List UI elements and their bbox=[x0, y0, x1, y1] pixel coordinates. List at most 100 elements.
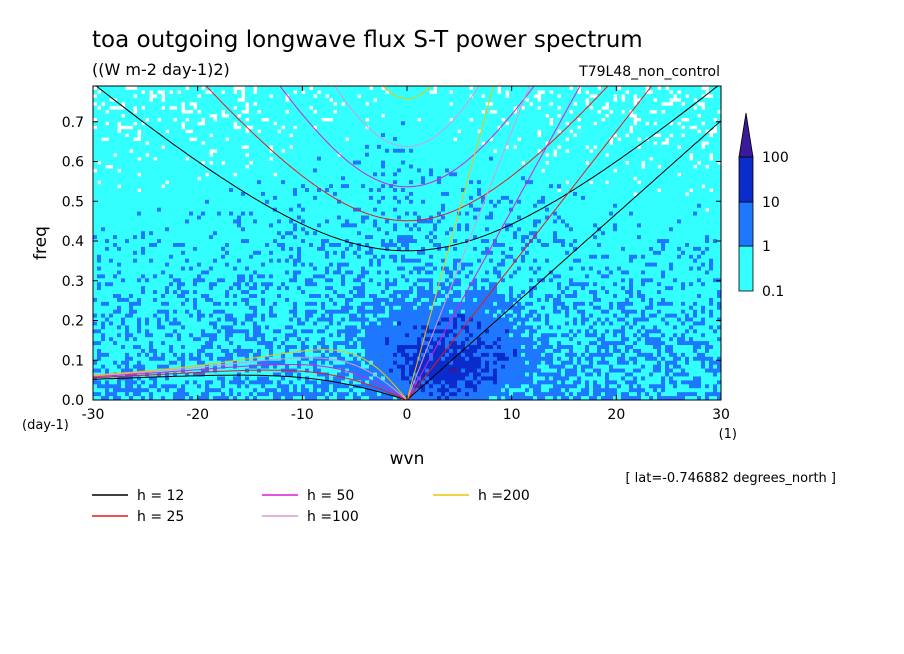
power-cell bbox=[265, 160, 270, 166]
power-cell bbox=[381, 199, 386, 205]
power-cell bbox=[589, 121, 594, 126]
power-cell bbox=[677, 137, 682, 142]
power-cell bbox=[105, 97, 110, 103]
power-cell bbox=[273, 188, 278, 193]
power-cell bbox=[221, 168, 226, 173]
power-cell bbox=[621, 89, 626, 95]
power-cell bbox=[469, 199, 474, 205]
power-cell bbox=[649, 86, 654, 91]
power-cell bbox=[245, 133, 250, 138]
power-cell bbox=[461, 207, 466, 213]
power-cell bbox=[277, 109, 282, 115]
power-cell bbox=[201, 89, 206, 95]
power-cell bbox=[277, 137, 282, 142]
power-cell bbox=[229, 199, 234, 205]
power-cell bbox=[377, 184, 382, 189]
power-cell bbox=[629, 121, 634, 126]
power-cell bbox=[253, 199, 258, 205]
power-cell bbox=[133, 148, 138, 154]
power-cell bbox=[629, 184, 634, 189]
power-cell bbox=[473, 152, 478, 158]
power-cell bbox=[421, 164, 426, 170]
power-cell bbox=[257, 144, 262, 150]
power-cell bbox=[201, 219, 206, 224]
power-cell bbox=[129, 195, 134, 201]
power-cell bbox=[505, 148, 510, 154]
power-cell bbox=[533, 195, 538, 201]
power-cell bbox=[653, 160, 658, 166]
power-cell bbox=[689, 180, 694, 185]
power-cell bbox=[105, 160, 110, 166]
power-cell bbox=[121, 97, 126, 103]
power-cell bbox=[349, 160, 354, 166]
power-cell bbox=[517, 140, 522, 146]
power-cell bbox=[541, 113, 546, 118]
power-cell bbox=[541, 140, 546, 146]
power-cell bbox=[137, 105, 142, 111]
power-cell bbox=[349, 129, 354, 134]
power-cell bbox=[537, 203, 542, 209]
power-cell bbox=[545, 125, 550, 130]
power-cell bbox=[161, 203, 166, 209]
power-cell bbox=[665, 191, 670, 197]
power-cell bbox=[193, 129, 198, 134]
power-cell bbox=[573, 203, 578, 209]
power-cell bbox=[117, 172, 122, 177]
power-cell bbox=[481, 117, 486, 122]
power-cell bbox=[377, 125, 382, 130]
power-cell bbox=[277, 172, 282, 177]
power-cell bbox=[669, 113, 674, 118]
power-cell bbox=[605, 195, 610, 201]
power-cell bbox=[101, 191, 106, 197]
power-cell bbox=[581, 164, 586, 170]
power-cell bbox=[477, 180, 482, 185]
power-cell bbox=[621, 86, 626, 91]
power-cell bbox=[557, 184, 562, 189]
power-cell bbox=[213, 215, 218, 221]
power-cell bbox=[717, 133, 721, 138]
power-cell bbox=[377, 199, 382, 205]
power-cell bbox=[433, 172, 438, 177]
power-cell bbox=[253, 105, 258, 111]
power-cell bbox=[249, 164, 254, 170]
power-cell bbox=[593, 215, 598, 221]
power-cell bbox=[585, 86, 590, 91]
power-cell bbox=[389, 160, 394, 166]
power-cell bbox=[385, 133, 390, 138]
power-cell bbox=[217, 172, 222, 177]
power-cell bbox=[473, 140, 478, 146]
power-cell bbox=[633, 172, 638, 177]
power-cell bbox=[169, 199, 174, 205]
power-cell bbox=[337, 117, 342, 122]
power-cell bbox=[649, 125, 654, 130]
power-cell bbox=[313, 148, 318, 154]
power-cell bbox=[189, 86, 194, 91]
power-cell bbox=[597, 93, 602, 99]
power-cell bbox=[457, 203, 462, 209]
power-cell bbox=[165, 97, 170, 103]
power-cell bbox=[125, 93, 130, 99]
power-cell bbox=[369, 180, 374, 185]
power-cell bbox=[517, 184, 522, 189]
power-cell bbox=[385, 148, 390, 154]
power-cell bbox=[481, 156, 486, 162]
power-cell bbox=[285, 148, 290, 154]
power-cell bbox=[205, 105, 210, 111]
power-cell bbox=[325, 133, 330, 138]
power-cell bbox=[425, 97, 430, 103]
power-cell bbox=[521, 156, 526, 162]
power-cell bbox=[629, 160, 634, 166]
chart-subtitle: ((W m-2 day-1)2) bbox=[92, 60, 230, 79]
power-cell bbox=[293, 215, 298, 221]
power-cell bbox=[373, 160, 378, 166]
power-cell bbox=[617, 152, 622, 158]
power-cell bbox=[701, 207, 706, 213]
power-cell bbox=[317, 137, 322, 142]
power-cell bbox=[261, 195, 266, 201]
power-cell bbox=[297, 89, 302, 95]
power-cell bbox=[225, 97, 230, 103]
power-cell bbox=[717, 152, 721, 158]
power-cell bbox=[277, 133, 282, 138]
power-cell bbox=[589, 168, 594, 173]
power-cell bbox=[453, 156, 458, 162]
